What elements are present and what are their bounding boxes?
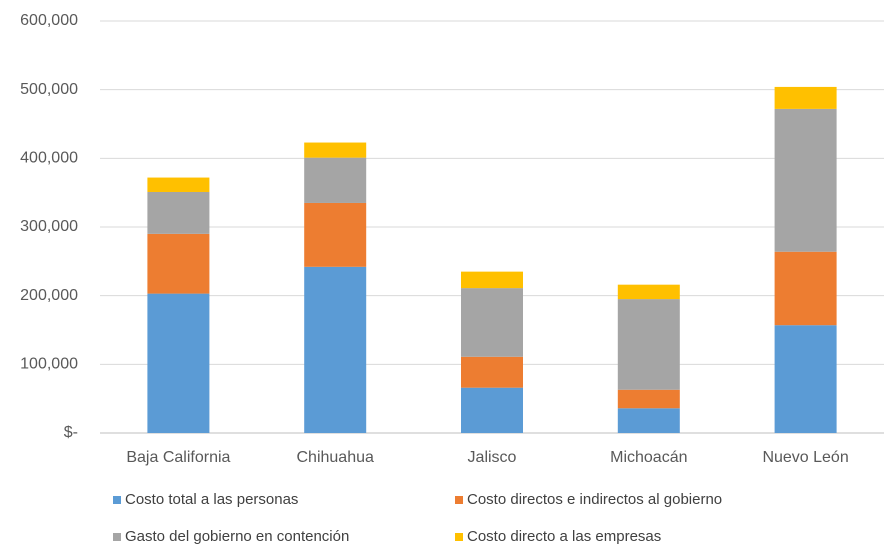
- legend-label: Costo directo a las empresas: [467, 528, 661, 545]
- legend-swatch: [455, 496, 463, 504]
- legend-swatch: [113, 533, 121, 541]
- bar-segment: [774, 251, 837, 326]
- x-tick-label: Michoacán: [610, 449, 687, 466]
- bar-segment: [461, 271, 523, 289]
- y-tick-label: 500,000: [20, 81, 78, 98]
- x-tick-label: Chihuahua: [296, 449, 374, 466]
- bar-segment: [461, 356, 523, 388]
- bar-segment: [147, 293, 210, 433]
- legend-label: Costo total a las personas: [125, 491, 298, 508]
- bar-segment: [617, 284, 680, 300]
- bar-segment: [617, 299, 680, 390]
- bar-segment: [304, 142, 367, 158]
- legend-label: Costo directos e indirectos al gobierno: [467, 491, 722, 508]
- x-tick-label: Jalisco: [468, 449, 517, 466]
- bar-segment: [774, 108, 837, 252]
- y-tick-label: 100,000: [20, 356, 78, 373]
- y-tick-label: 600,000: [20, 12, 78, 29]
- bar-segment: [304, 266, 367, 433]
- y-tick-label: 400,000: [20, 150, 78, 167]
- y-tick-label: 300,000: [20, 218, 78, 235]
- bar-segment: [774, 325, 837, 433]
- bar-segment: [304, 157, 367, 203]
- bar-segment: [461, 288, 523, 357]
- x-tick-label: Nuevo León: [762, 449, 848, 466]
- bar-segment: [617, 389, 680, 409]
- y-tick-label: $-: [64, 424, 78, 441]
- bar-segment: [617, 408, 680, 433]
- legend-swatch: [113, 496, 121, 504]
- legend-swatch: [455, 533, 463, 541]
- bar-segment: [147, 233, 210, 294]
- x-tick-label: Baja California: [126, 449, 230, 466]
- bar-segment: [304, 202, 367, 267]
- bar-segment: [774, 86, 837, 109]
- legend-label: Gasto del gobierno en contención: [125, 528, 349, 545]
- bar-segment: [461, 387, 523, 433]
- legend: Costo total a las personas Costo directos…: [113, 491, 722, 545]
- bar-segment: [147, 191, 210, 234]
- bar-segment: [147, 177, 210, 192]
- y-tick-label: 200,000: [20, 287, 78, 304]
